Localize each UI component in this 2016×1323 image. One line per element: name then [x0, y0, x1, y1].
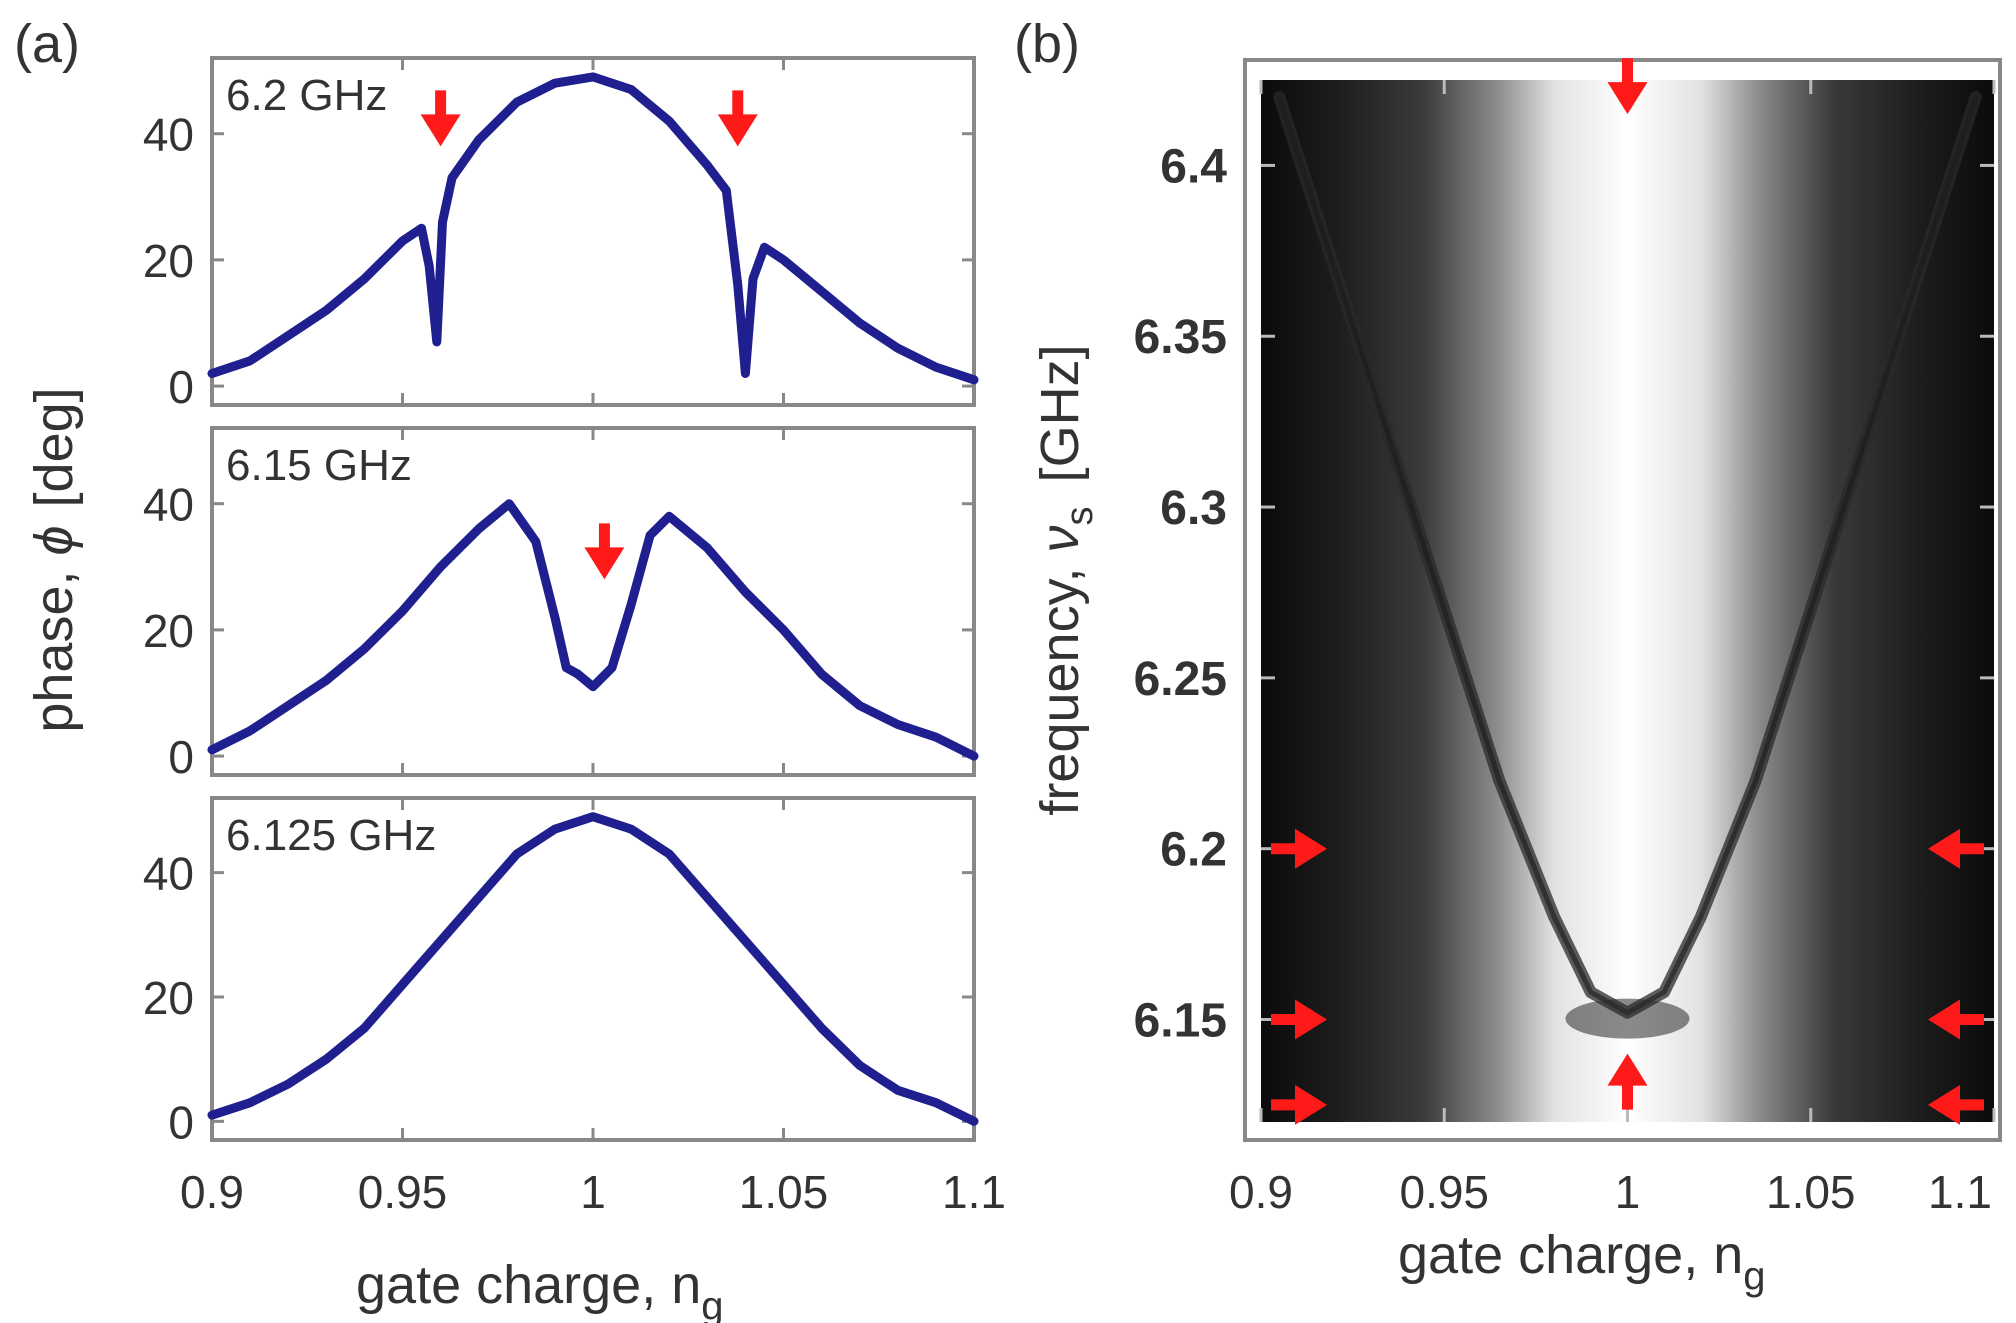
resonance-arrow [1928, 1084, 1984, 1125]
resonance-arrow-head [1928, 828, 1960, 869]
svg-text:gate charge, ng: gate charge, ng [356, 1255, 724, 1323]
resonance-arrow-head [1928, 1084, 1960, 1125]
x-tick-label: 1.1 [942, 1166, 1006, 1218]
resonance-arrow [1271, 999, 1327, 1040]
y-tick-label: 40 [143, 848, 194, 900]
panel-a-ylabel: phase, ϕ [deg] [24, 387, 84, 732]
phase-trace [207, 499, 979, 761]
resonance-arrow [1928, 828, 1984, 869]
svg-text:gate charge, ng: gate charge, ng [1398, 1225, 1766, 1298]
subplot-frame [210, 796, 976, 1142]
panel-b-heatmap: 0.9 0.95 1 1.05 1.1 6.15 6.2 6.25 6.3 6.35 6.4 [1134, 58, 2002, 1218]
y-tick-label: 0 [168, 731, 194, 783]
x-tick-label: 1 [1615, 1166, 1641, 1218]
y-tick-label: 6.35 [1134, 311, 1227, 364]
panel-a-xlabel: gate charge, ng [356, 1255, 724, 1323]
frequency-annotation: 6.125 GHz [226, 811, 436, 860]
resonance-arrow-head [1928, 999, 1960, 1040]
panel-b-ylabel: frequency, νs [GHz] [1030, 344, 1101, 815]
resonance-arrow-head [1295, 1084, 1327, 1125]
frequency-annotation: 6.15 GHz [226, 441, 412, 490]
subplot-1: 0 20 40 6.2 GHz [143, 56, 979, 413]
y-tick-label: 6.25 [1134, 653, 1227, 706]
y-tick-label: 20 [143, 605, 194, 657]
y-tick-label: 20 [143, 235, 194, 287]
y-tick-label: 6.4 [1160, 140, 1227, 193]
subplot-3: 0 20 40 0.9 0.95 1 1.05 1.1 6.125 GHz [143, 796, 1006, 1218]
panel-a: (a) phase, ϕ [deg] 0 20 40 6.2 GHz 0 20 40 6.15 … [14, 14, 1006, 1323]
panel-b-ylabel-unit: [GHz] [1030, 344, 1090, 482]
resonance-arrow-head [1295, 999, 1327, 1040]
x-tick-label: 0.9 [180, 1166, 244, 1218]
subplot-2: 0 20 40 6.15 GHz [143, 426, 979, 783]
y-tick-label: 6.2 [1160, 824, 1227, 877]
panel-b-ylabel-text: frequency, [1030, 552, 1090, 815]
x-tick-label: 1.1 [1928, 1166, 1992, 1218]
panel-b-xlabel: gate charge, ng [1398, 1225, 1766, 1298]
resonance-arrow-head [1295, 828, 1327, 869]
resonance-arrow [1607, 1053, 1648, 1110]
panel-b-ylabel-symbol: ν [1030, 525, 1090, 552]
resonance-arrow-head [1607, 1053, 1648, 1086]
x-tick-label: 1 [580, 1166, 606, 1218]
resonance-arrow-head [420, 114, 461, 147]
panel-a-xlabel-text: gate charge, n [356, 1255, 701, 1315]
x-tick-label: 0.95 [358, 1166, 448, 1218]
resonance-arrow [1928, 999, 1984, 1040]
resonance-arrow-head [1607, 82, 1648, 115]
heatmap-background [1261, 80, 1994, 1122]
x-tick-label: 0.9 [1229, 1166, 1293, 1218]
svg-text:frequency, νs[GHz]: frequency, νs [GHz] [1030, 344, 1101, 815]
x-tick-label: 1.05 [1766, 1166, 1856, 1218]
panel-b-label: (b) [1014, 14, 1080, 74]
panel-a-ylabel-symbol: ϕ [24, 525, 84, 555]
subplot-frame [210, 426, 976, 777]
y-tick-label: 0 [168, 361, 194, 413]
resonance-arrow [420, 90, 461, 147]
y-tick-label: 40 [143, 479, 194, 531]
y-tick-label: 0 [168, 1096, 194, 1148]
resonance-arrow [1271, 1084, 1327, 1125]
panel-a-xlabel-sub: g [701, 1284, 723, 1323]
panel-b-ylabel-sub: s [1059, 506, 1101, 525]
resonance-arrow-head [584, 547, 625, 580]
panel-a-subplots: 0 20 40 6.2 GHz 0 20 40 6.15 GHz 0 20 40 0.9 0.95 1 1.… [143, 56, 1006, 1218]
frequency-annotation: 6.2 GHz [226, 71, 387, 120]
svg-text:phase, ϕ[deg]: phase, ϕ [deg] [24, 387, 84, 732]
resonance-arrow-head [717, 114, 758, 147]
x-tick-label: 1.05 [739, 1166, 829, 1218]
x-tick-label: 0.95 [1399, 1166, 1489, 1218]
panel-a-label: (a) [14, 14, 80, 74]
y-tick-label: 20 [143, 972, 194, 1024]
resonance-arrow [1607, 58, 1648, 115]
resonance-arrow [584, 523, 625, 580]
phase-trace [207, 72, 979, 385]
panel-b: (b) frequency, νs [GHz] 0.9 0.95 1 1.05 1.1 6.… [1014, 14, 2002, 1298]
subplot-frame [210, 56, 976, 407]
panel-b-xlabel-text: gate charge, n [1398, 1225, 1743, 1285]
y-tick-label: 40 [143, 109, 194, 161]
resonance-arrow [717, 90, 758, 147]
panel-a-ylabel-text: phase, [24, 556, 84, 733]
resonance-arrow [1271, 828, 1327, 869]
phase-trace [207, 812, 979, 1126]
panel-a-ylabel-unit: [deg] [24, 387, 84, 507]
panel-b-xlabel-sub: g [1743, 1254, 1765, 1298]
y-tick-label: 6.3 [1160, 482, 1227, 535]
resonance-vertex [1565, 998, 1690, 1039]
y-tick-label: 6.15 [1134, 995, 1227, 1048]
